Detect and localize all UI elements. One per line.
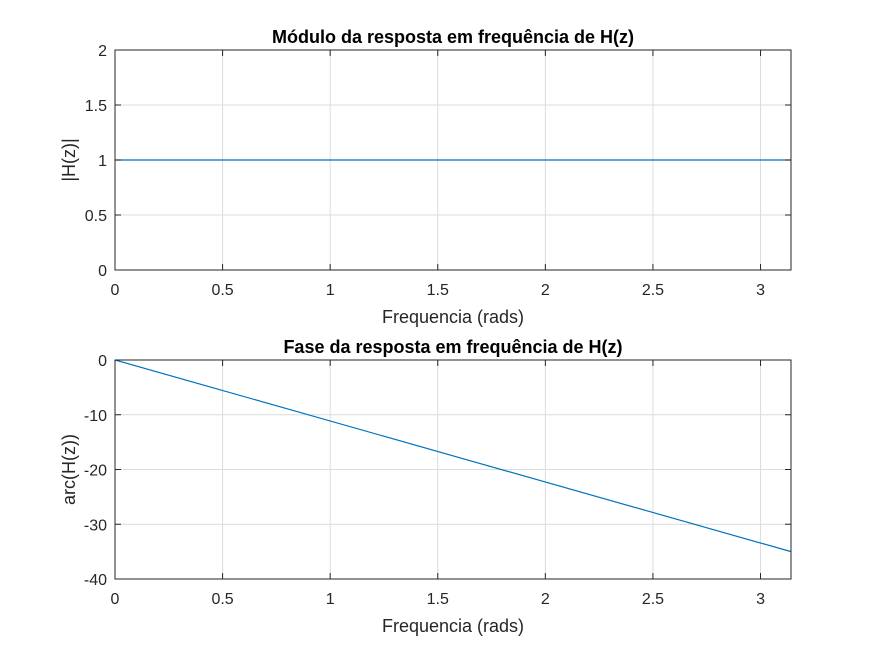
magnitude-x-tick-label: 0.5 xyxy=(211,282,233,299)
phase-y-tick-label: -30 xyxy=(84,517,107,534)
magnitude-y-tick-label: 0.5 xyxy=(85,208,107,225)
phase-y-tick-label: -10 xyxy=(84,408,107,425)
phase-y-tick-label: 0 xyxy=(98,353,107,370)
magnitude-x-axis-label: Frequencia (rads) xyxy=(382,307,524,327)
phase-y-tick-label: -20 xyxy=(84,463,107,480)
magnitude-x-tick-label: 1 xyxy=(326,282,335,299)
magnitude-y-axis-label: |H(z)| xyxy=(59,138,79,181)
phase-y-axis-label: arc(H(z)) xyxy=(59,434,79,505)
magnitude-x-tick-label: 2.5 xyxy=(642,282,664,299)
phase-x-tick-label: 1 xyxy=(326,591,335,608)
phase-x-tick-label: 2.5 xyxy=(642,591,664,608)
magnitude-chart-title: Módulo da resposta em frequência de H(z) xyxy=(272,27,634,47)
phase-series-line xyxy=(114,359,792,553)
magnitude-plot: 0 0.5 1 1.5 2 2.5 3 0 0.5 1 1.5 2 Módulo da resposta… xyxy=(59,27,792,327)
phase-y-tick-label: -40 xyxy=(84,572,107,589)
magnitude-y-tick-label: 0 xyxy=(98,263,107,280)
phase-x-tick-label: 3 xyxy=(756,591,765,608)
magnitude-x-tick-label: 0 xyxy=(111,282,120,299)
magnitude-y-tick-label: 2 xyxy=(98,43,107,60)
magnitude-x-tick-label: 3 xyxy=(756,282,765,299)
magnitude-x-tick-label: 1.5 xyxy=(427,282,449,299)
phase-x-tick-label: 0.5 xyxy=(211,591,233,608)
magnitude-x-tick-label: 2 xyxy=(541,282,550,299)
phase-chart-title: Fase da resposta em frequência de H(z) xyxy=(283,337,622,357)
phase-x-tick-label: 2 xyxy=(541,591,550,608)
phase-plot: 0 0.5 1 1.5 2 2.5 3 -40 -30 -20 -10 0 Fase da respos… xyxy=(59,337,792,636)
phase-x-tick-label: 1.5 xyxy=(427,591,449,608)
phase-x-tick-label: 0 xyxy=(111,591,120,608)
magnitude-y-tick-label: 1.5 xyxy=(85,98,107,115)
magnitude-y-tick-label: 1 xyxy=(98,153,107,170)
phase-x-axis-label: Frequencia (rads) xyxy=(382,616,524,636)
